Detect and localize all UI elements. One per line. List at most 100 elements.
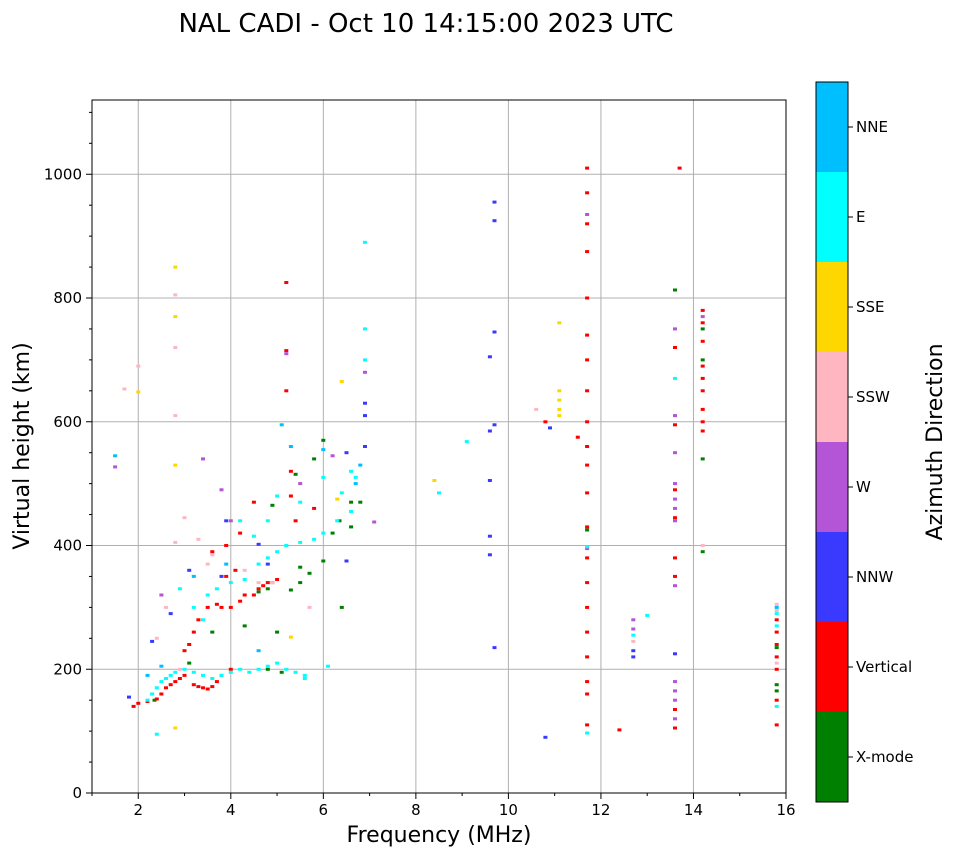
data-point-x-mode — [210, 630, 215, 634]
data-point-vertical — [182, 673, 187, 677]
data-point-vertical — [196, 618, 201, 622]
data-point-vertical — [210, 685, 215, 689]
x-tick-label: 4 — [226, 801, 236, 819]
y-tick-label: 1000 — [44, 165, 82, 183]
data-point-vertical — [700, 420, 705, 424]
data-point-nne — [288, 445, 293, 448]
data-point-vertical — [265, 581, 270, 585]
data-point-nnw — [543, 735, 548, 739]
data-point-w — [372, 520, 377, 524]
data-point-vertical — [191, 683, 196, 687]
colorbar-tick-label: Vertical — [856, 658, 912, 676]
data-point-vertical — [585, 250, 590, 254]
data-point-x-mode — [585, 528, 590, 532]
data-point-vertical — [774, 630, 779, 634]
data-point-vertical — [201, 686, 205, 690]
data-point-sse — [136, 390, 141, 394]
data-point-ssw — [631, 639, 636, 643]
data-point-sse — [557, 389, 562, 393]
data-point-ssw — [307, 605, 312, 609]
data-point-sse — [557, 398, 562, 402]
data-point-nnw — [492, 200, 497, 204]
data-point-vertical — [673, 346, 677, 349]
data-point-x-mode — [152, 698, 157, 702]
data-point-vertical — [700, 407, 705, 411]
x-tick-label: 6 — [319, 801, 329, 819]
data-point-nne — [145, 673, 150, 677]
colorbar-tick-label: NNW — [856, 568, 893, 586]
data-point-ssw — [700, 544, 705, 547]
data-point-nnw — [344, 451, 349, 455]
data-point-e — [298, 540, 303, 544]
data-point-nnw — [487, 534, 492, 538]
data-point-w — [330, 454, 335, 458]
data-point-nnw — [187, 568, 192, 572]
data-point-vertical — [131, 704, 136, 708]
data-point-e — [464, 440, 469, 444]
data-point-e — [154, 686, 159, 690]
data-point-nne — [113, 454, 118, 458]
data-point-ssw — [774, 602, 779, 606]
data-point-e — [437, 491, 441, 495]
data-point-w — [228, 519, 233, 523]
data-point-vertical — [205, 605, 210, 609]
data-point-sse — [557, 414, 562, 418]
data-point-vertical — [214, 602, 219, 606]
data-point-vertical — [228, 667, 233, 671]
data-point-vertical — [182, 649, 187, 653]
data-point-vertical — [261, 584, 266, 588]
data-point-sse — [173, 463, 178, 467]
data-point-e — [631, 633, 636, 637]
data-point-e — [645, 613, 650, 617]
data-point-w — [159, 593, 164, 597]
data-point-nnw — [487, 479, 492, 482]
data-point-w — [631, 627, 636, 631]
data-point-w — [673, 506, 677, 510]
data-point-w — [673, 482, 677, 486]
data-point-e — [312, 537, 317, 541]
data-point-nnw — [487, 429, 492, 433]
data-point-e — [150, 692, 155, 696]
data-point-x-mode — [187, 661, 192, 665]
data-point-vertical — [312, 506, 317, 510]
data-point-x-mode — [265, 667, 270, 671]
data-point-x-mode — [337, 519, 342, 523]
data-point-vertical — [585, 680, 590, 684]
data-point-ssw — [136, 364, 141, 368]
data-point-vertical — [210, 550, 215, 554]
data-point-x-mode — [774, 683, 779, 687]
data-point-vertical — [774, 698, 779, 702]
data-point-e — [168, 673, 173, 677]
data-point-x-mode — [279, 670, 284, 674]
data-point-ssw — [774, 609, 779, 612]
plot-frame — [91, 99, 787, 794]
data-point-x-mode — [330, 531, 335, 535]
data-point-nne — [159, 664, 164, 668]
colorbar-segment — [816, 172, 848, 262]
data-point-vertical — [575, 435, 580, 439]
data-point-vertical — [214, 680, 219, 684]
data-point-e — [326, 664, 330, 668]
colorbar-segment — [816, 262, 848, 352]
data-point-e — [210, 677, 215, 680]
data-point-ssw — [154, 636, 159, 640]
data-point-x-mode — [700, 550, 705, 554]
data-point-e — [284, 544, 289, 547]
data-point-e — [774, 612, 779, 616]
data-point-nnw — [487, 553, 492, 557]
data-point-vertical — [673, 423, 677, 427]
data-point-x-mode — [349, 525, 354, 529]
colorbar-tick-label: SSE — [856, 298, 885, 316]
data-point-ssw — [173, 346, 178, 349]
data-point-e — [302, 677, 307, 680]
data-point-e — [173, 670, 178, 674]
data-point-vertical — [585, 191, 590, 195]
data-point-vertical — [191, 630, 196, 634]
data-point-vertical — [585, 655, 590, 659]
data-point-vertical — [233, 568, 238, 572]
data-point-vertical — [543, 420, 548, 424]
data-point-x-mode — [321, 438, 326, 442]
data-point-nne — [256, 649, 261, 653]
data-point-vertical — [585, 556, 590, 560]
